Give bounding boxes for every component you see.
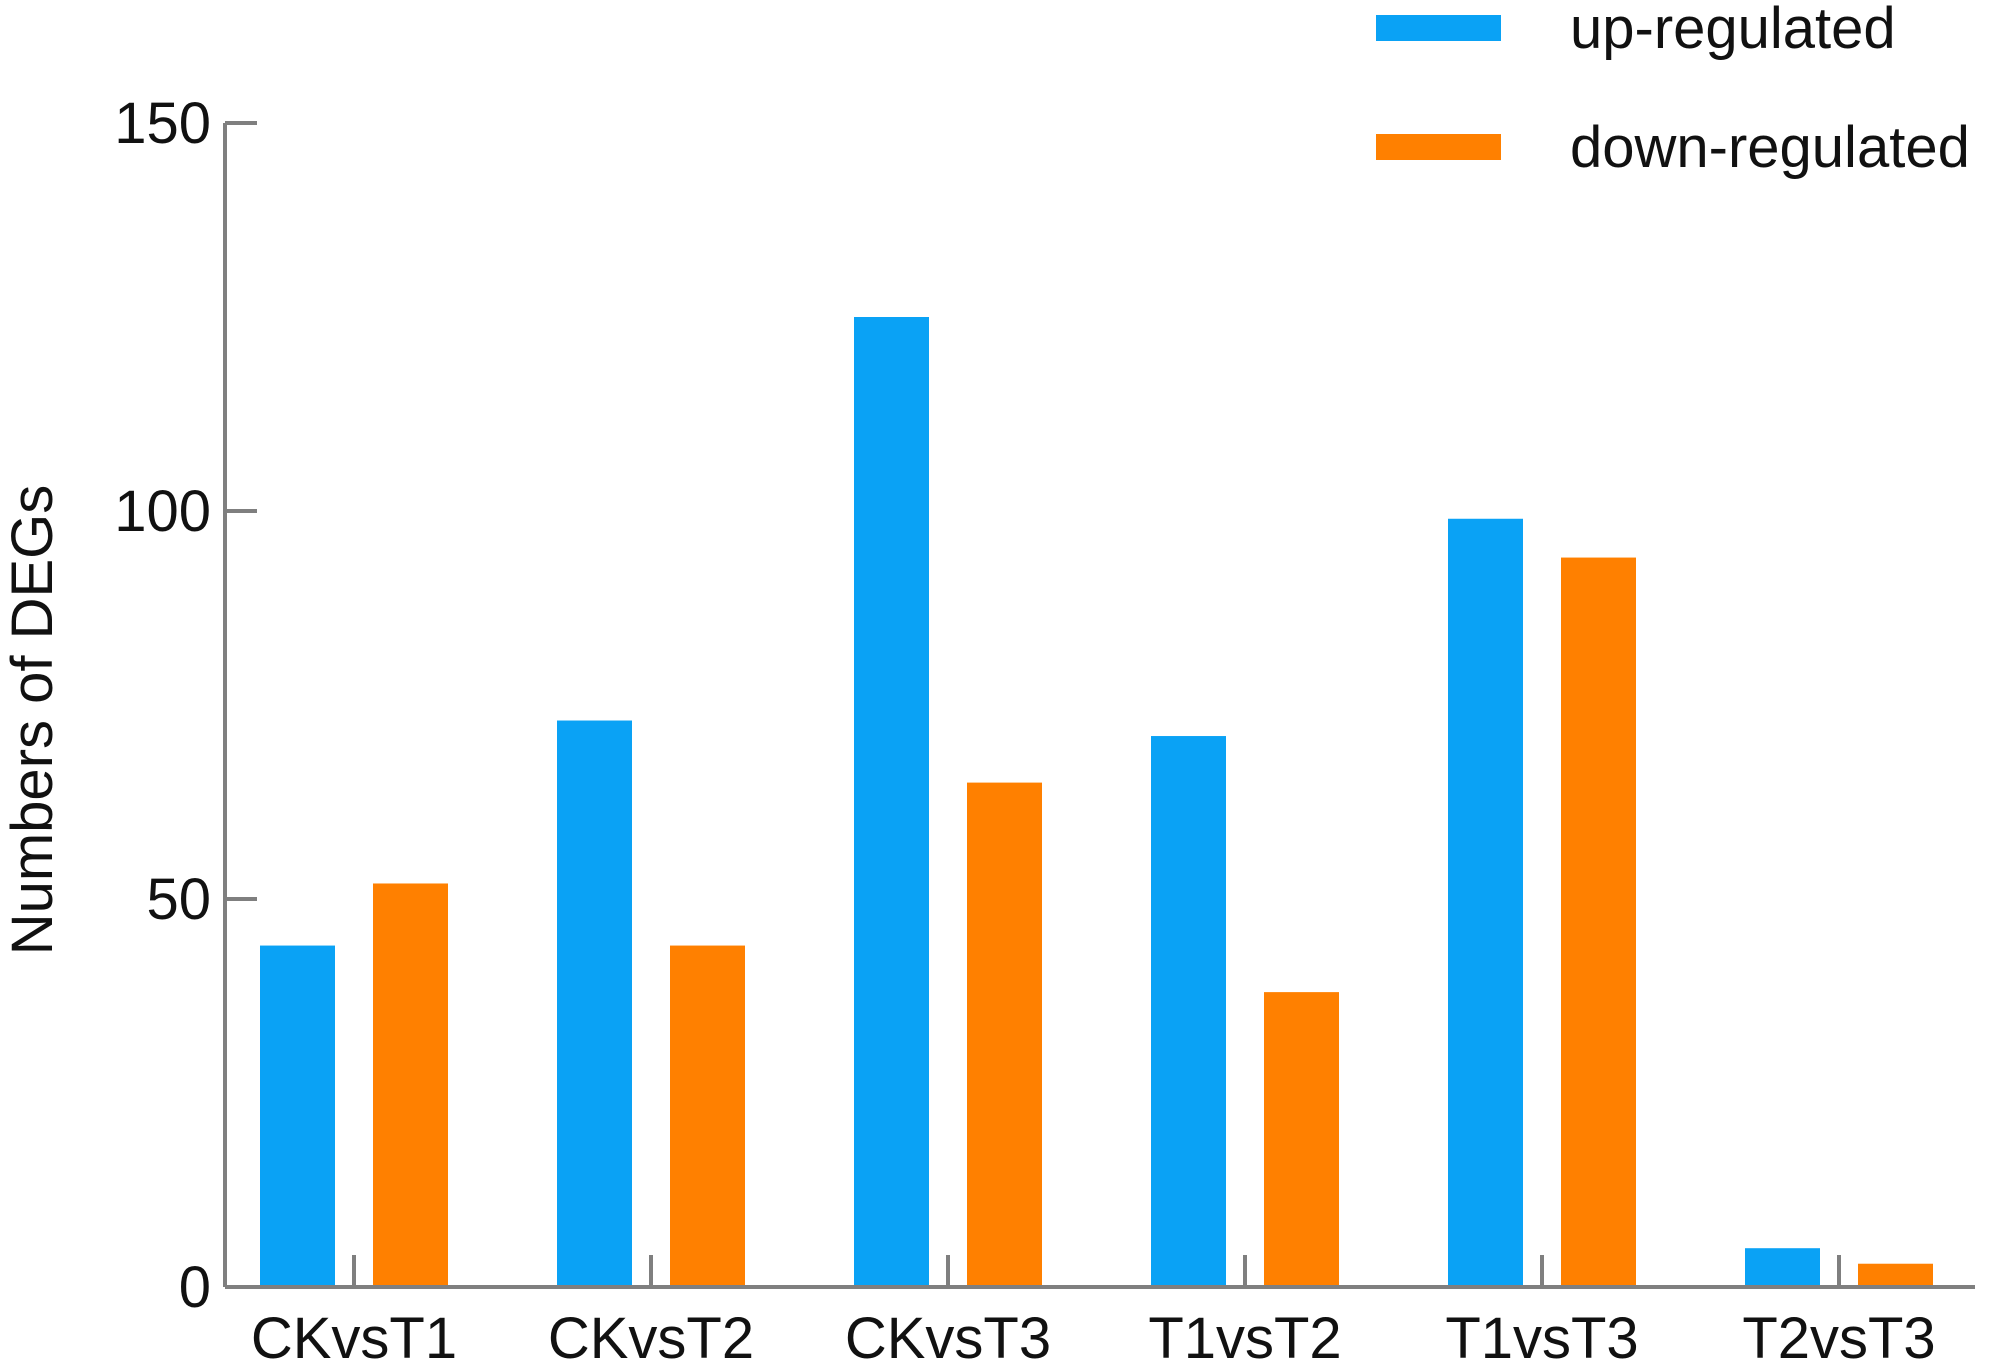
bar-down-regulated-CKvsT1 <box>373 883 448 1287</box>
bar-up-regulated-CKvsT1 <box>260 945 335 1287</box>
y-axis-label: Numbers of DEGs <box>0 485 65 956</box>
legend-label-down-regulated: down-regulated <box>1570 115 1970 180</box>
bar-up-regulated-T1vsT2 <box>1151 736 1226 1287</box>
bar-up-regulated-T2vsT3 <box>1745 1248 1820 1287</box>
x-tick-label: CKvsT1 <box>251 1306 457 1367</box>
x-tick-label: T1vsT3 <box>1445 1306 1638 1367</box>
x-tick-label: CKvsT3 <box>845 1306 1051 1367</box>
bar-down-regulated-CKvsT3 <box>967 782 1042 1287</box>
bar-down-regulated-T1vsT3 <box>1561 557 1636 1287</box>
legend: up-regulated down-regulated <box>1376 0 1970 180</box>
x-axis: CKvsT1 CKvsT2 CKvsT3 T1vsT2 T1vsT3 T2vsT3 <box>225 1255 1975 1367</box>
bar-up-regulated-T1vsT3 <box>1448 518 1523 1287</box>
y-axis: 0 50 100 150 <box>114 91 257 1320</box>
bar-down-regulated-T1vsT2 <box>1264 992 1339 1287</box>
bar-up-regulated-CKvsT2 <box>557 720 632 1287</box>
bar-down-regulated-T2vsT3 <box>1858 1263 1933 1287</box>
x-tick-label: T2vsT3 <box>1742 1306 1935 1367</box>
x-tick-label: T1vsT2 <box>1148 1306 1341 1367</box>
x-tick-label: CKvsT2 <box>548 1306 754 1367</box>
bars <box>260 317 1933 1287</box>
y-tick-label: 150 <box>114 91 211 156</box>
bar-down-regulated-CKvsT2 <box>670 945 745 1287</box>
y-tick-label: 0 <box>179 1255 211 1320</box>
y-tick-label: 100 <box>114 479 211 544</box>
bar-up-regulated-CKvsT3 <box>854 317 929 1287</box>
legend-swatch-down-regulated <box>1376 134 1501 160</box>
legend-label-up-regulated: up-regulated <box>1570 0 1896 61</box>
y-tick-label: 50 <box>146 867 211 932</box>
legend-swatch-up-regulated <box>1376 15 1501 41</box>
